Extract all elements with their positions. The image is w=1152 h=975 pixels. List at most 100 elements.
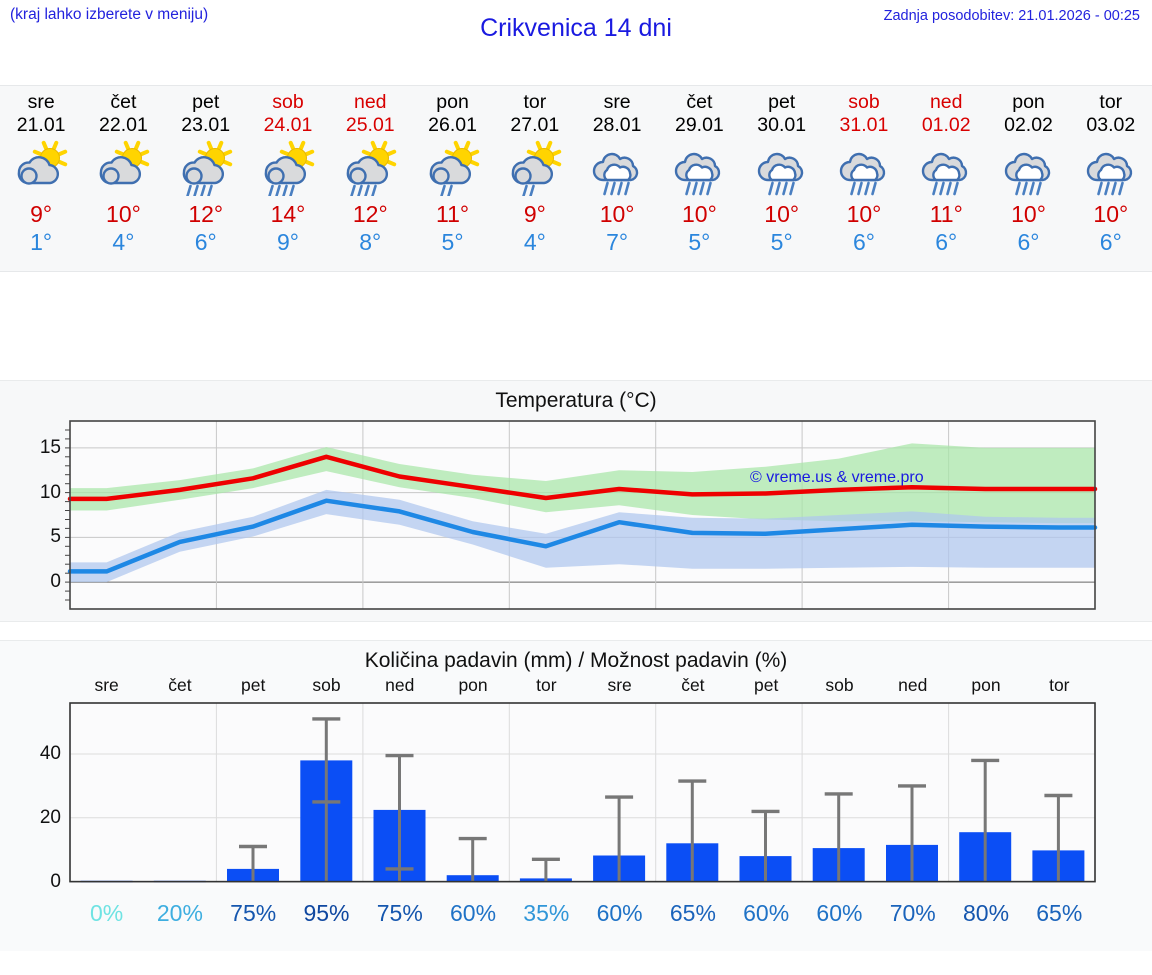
day-date: 24.01 <box>263 114 313 136</box>
day-name: sre <box>603 91 631 113</box>
precipitation-probability: 75% <box>376 900 423 926</box>
day-date: 01.02 <box>921 114 971 136</box>
day-column[interactable]: pet 23.01 12° 6° <box>165 86 247 271</box>
day-column[interactable]: ned 25.01 12° 8° <box>329 86 411 271</box>
temp-max: 10° <box>682 201 717 227</box>
temp-max: 12° <box>352 201 388 227</box>
temp-max: 12° <box>188 201 224 227</box>
temp-min: 5° <box>688 229 711 255</box>
temp-max: 10° <box>846 201 882 227</box>
day-date: 23.01 <box>181 114 231 136</box>
temp-max: 10° <box>599 201 635 227</box>
day-date: 22.01 <box>99 114 148 136</box>
temp-min: 9° <box>276 229 299 255</box>
precipitation-day-name: pon <box>971 675 1001 695</box>
precipitation-day-name: čet <box>681 675 705 695</box>
day-name: pon <box>436 91 469 113</box>
sun-cloud-icon <box>91 139 155 197</box>
precipitation-probability: 60% <box>816 900 863 926</box>
precipitation-day-name: pet <box>754 675 779 695</box>
precipitation-day-name: pon <box>458 675 488 695</box>
precipitation-probability: 20% <box>156 900 203 926</box>
precipitation-day-name: sre <box>94 675 119 695</box>
precipitation-day-name: tor <box>1049 675 1070 695</box>
day-name: tor <box>523 91 547 113</box>
day-column[interactable]: sre 28.01 10° 7° <box>576 86 658 271</box>
day-name: tor <box>1099 91 1123 113</box>
day-name: pon <box>1012 91 1045 113</box>
precipitation-probability: 75% <box>230 900 277 926</box>
temp-min: 7° <box>606 229 629 255</box>
day-column[interactable]: čet 29.01 10° 5° <box>658 86 740 271</box>
precipitation-probability: 60% <box>450 900 497 926</box>
day-date: 30.01 <box>757 114 807 136</box>
temp-max: 9° <box>523 201 546 227</box>
day-date: 21.01 <box>16 114 66 136</box>
day-column[interactable]: pon 26.01 11° 5° <box>411 86 493 271</box>
day-column[interactable]: sob 31.01 10° 6° <box>823 86 905 271</box>
menu-hint[interactable]: (kraj lahko izberete v meniju) <box>10 6 209 23</box>
temp-min: 4° <box>523 229 546 255</box>
temperature-chart-title: Temperatura (°C) <box>495 389 657 412</box>
day-date: 28.01 <box>592 114 642 136</box>
precipitation-probability: 95% <box>303 900 350 926</box>
temp-max: 14° <box>270 201 306 227</box>
temp-max: 10° <box>764 201 800 227</box>
temp-min: 5° <box>441 229 464 255</box>
precipitation-day-name: sob <box>825 675 854 695</box>
precipitation-probability: 65% <box>1036 900 1083 926</box>
temp-min: 1° <box>30 229 53 255</box>
temperature-y-tick: 10 <box>39 481 61 503</box>
day-column[interactable]: sob 24.01 14° 9° <box>247 86 329 271</box>
temp-min: 6° <box>1017 229 1040 255</box>
temp-min: 8° <box>359 229 382 255</box>
temperature-plot <box>65 420 1098 610</box>
day-name: pet <box>192 91 220 113</box>
temp-min: 6° <box>1099 229 1122 255</box>
temp-max: 10° <box>1011 201 1046 227</box>
precipitation-probability: 70% <box>889 900 936 926</box>
precipitation-chart: Količina padavin (mm) / Možnost padavin … <box>0 640 1152 951</box>
temperature-y-tick: 15 <box>39 436 61 458</box>
last-updated-label: Zadnja posodobitev: 21.01.2026 - 00:25 <box>883 8 1140 24</box>
cloud-rain-icon <box>832 139 896 197</box>
day-column[interactable]: tor 27.01 9° 4° <box>494 86 576 271</box>
day-date: 29.01 <box>674 114 724 136</box>
temp-min: 6° <box>852 229 875 255</box>
precipitation-probability: 35% <box>523 900 570 926</box>
cloud-rain-icon <box>997 139 1061 197</box>
precipitation-probability: 60% <box>743 900 790 926</box>
precipitation-probability: 65% <box>669 900 716 926</box>
day-name: sob <box>848 91 880 113</box>
day-column[interactable]: pon 02.02 10° 6° <box>987 86 1069 271</box>
sun-cloud-icon <box>9 139 73 197</box>
day-name: čet <box>110 91 137 113</box>
precipitation-probability: 0% <box>90 900 124 926</box>
day-column[interactable]: tor 03.02 10° 6° <box>1070 86 1152 271</box>
precipitation-day-name: ned <box>898 675 928 695</box>
precipitation-day-name: ned <box>385 675 415 695</box>
day-column[interactable]: pet 30.01 10° 5° <box>741 86 823 271</box>
sun-cloud-rain-icon <box>256 139 320 197</box>
precipitation-day-name: čet <box>168 675 192 695</box>
precipitation-day-name: sre <box>607 675 632 695</box>
temperature-y-tick: 5 <box>50 526 61 548</box>
day-column[interactable]: ned 01.02 11° 6° <box>905 86 987 271</box>
day-column[interactable]: sre 21.01 9° 1° <box>0 86 82 271</box>
page-header: (kraj lahko izberete v meniju) Crikvenic… <box>0 0 1152 55</box>
precipitation-day-name: pet <box>241 675 266 695</box>
cloud-rain-icon <box>1079 139 1143 197</box>
temp-min: 6° <box>194 229 217 255</box>
temp-max: 9° <box>30 201 53 227</box>
day-name: ned <box>929 91 963 113</box>
temp-min: 6° <box>935 229 958 255</box>
day-name: sre <box>27 91 55 113</box>
temp-max: 11° <box>929 201 963 227</box>
cloud-rain-icon <box>914 139 978 197</box>
day-column[interactable]: čet 22.01 10° 4° <box>82 86 164 271</box>
precipitation-y-tick: 40 <box>39 743 61 765</box>
precipitation-y-tick: 0 <box>50 870 61 892</box>
temp-max: 11° <box>436 201 470 227</box>
precipitation-y-tick: 20 <box>39 806 61 828</box>
temperature-chart: Temperatura (°C) © vreme.us & vreme.pro … <box>0 380 1152 622</box>
